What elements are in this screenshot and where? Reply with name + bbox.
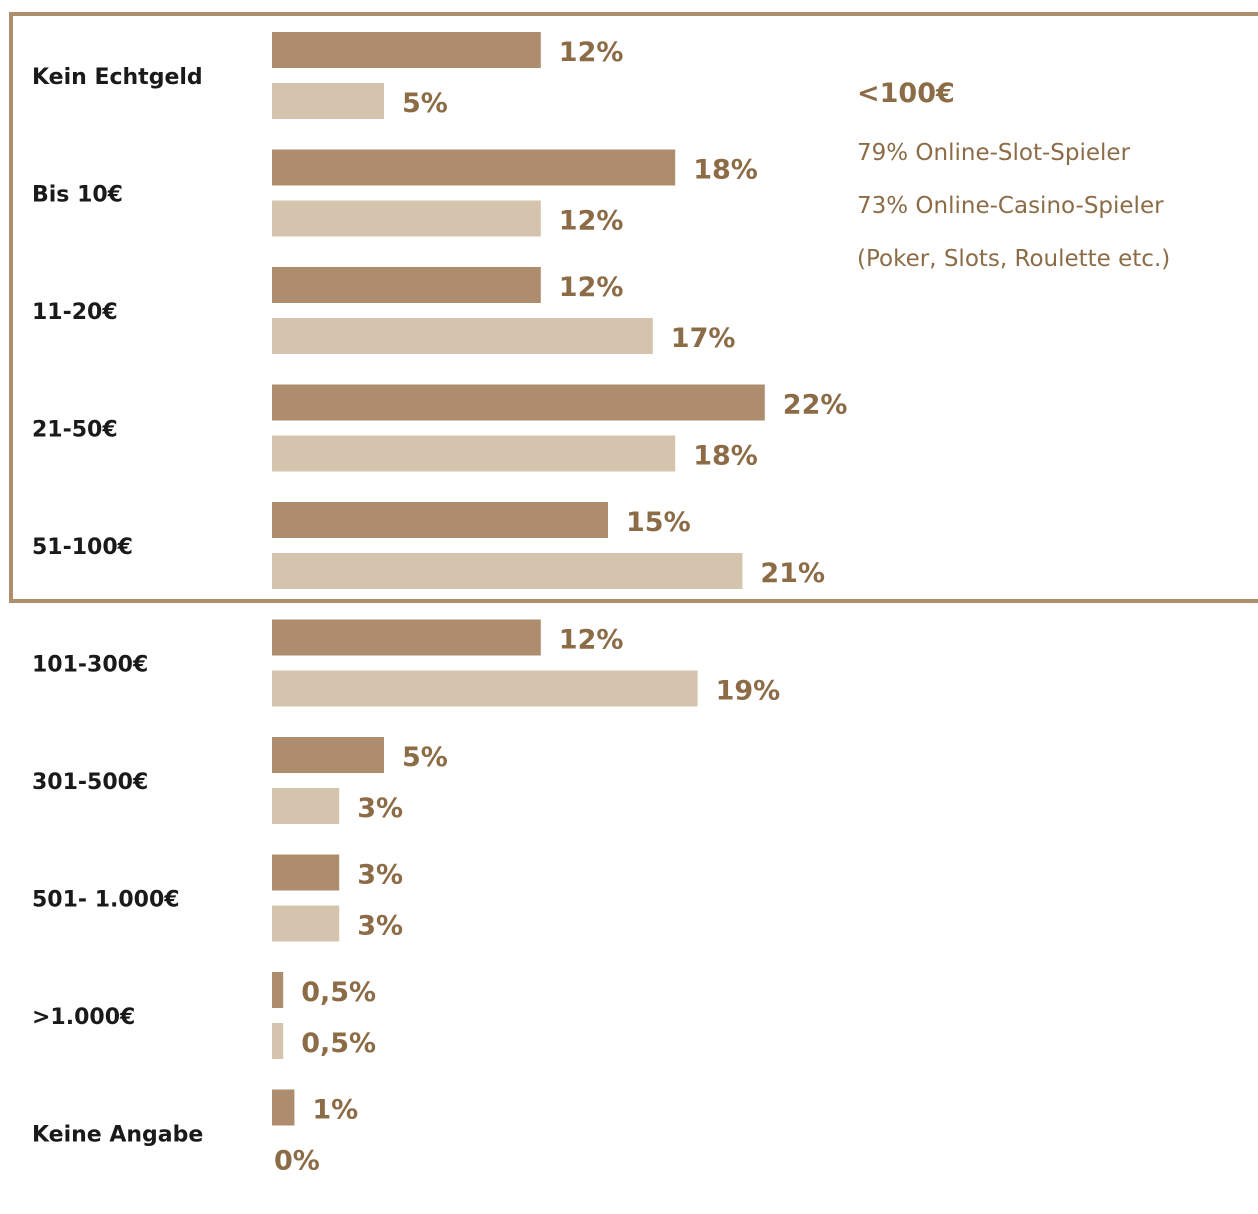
bar-series-2 bbox=[272, 435, 676, 472]
value-label: 5% bbox=[402, 742, 448, 773]
value-label: 18% bbox=[693, 155, 758, 186]
value-label: 22% bbox=[783, 390, 848, 421]
bar-series-1 bbox=[272, 619, 541, 656]
value-label: 15% bbox=[626, 507, 691, 538]
value-label: 12% bbox=[559, 272, 624, 303]
annotation-title: <100€ bbox=[857, 78, 955, 109]
category-label: Keine Angabe bbox=[32, 1123, 203, 1148]
bar-series-2 bbox=[272, 788, 340, 824]
category-label: 21-50€ bbox=[32, 418, 118, 443]
value-label: 0% bbox=[274, 1146, 320, 1177]
annotation: <100€ 79% Online-Slot-Spieler 73% Online… bbox=[857, 78, 1252, 286]
bar-series-1 bbox=[272, 972, 284, 1008]
annotation-line-games: (Poker, Slots, Roulette etc.) bbox=[857, 246, 1171, 272]
bar-series-1 bbox=[272, 737, 384, 773]
bar-series-1 bbox=[272, 854, 340, 891]
bar-series-2 bbox=[272, 200, 541, 237]
value-label: 3% bbox=[357, 911, 403, 942]
category-label: 301-500€ bbox=[32, 770, 148, 795]
category-label: >1.000€ bbox=[32, 1005, 135, 1030]
value-label: 19% bbox=[716, 676, 781, 707]
value-label: 12% bbox=[559, 206, 624, 237]
bar-series-2 bbox=[272, 1023, 284, 1059]
bar-series-2 bbox=[272, 905, 340, 942]
value-label: 18% bbox=[693, 441, 758, 472]
category-label: 101-300€ bbox=[32, 653, 148, 678]
annotation-line-casino: 73% Online-Casino-Spieler bbox=[857, 193, 1164, 219]
category-label: 501- 1.000€ bbox=[32, 888, 180, 913]
value-label: 12% bbox=[559, 625, 624, 656]
value-label: 1% bbox=[312, 1095, 358, 1126]
bar-series-1 bbox=[272, 1089, 295, 1126]
category-label: Kein Echtgeld bbox=[32, 65, 203, 90]
bar-series-2 bbox=[272, 318, 653, 354]
bar-series-1 bbox=[272, 502, 608, 538]
bar-series-2 bbox=[272, 553, 743, 589]
bar-series-1 bbox=[272, 149, 676, 186]
bar-series-1 bbox=[272, 384, 765, 421]
bar-series-2 bbox=[272, 83, 384, 119]
value-label: 0,5% bbox=[301, 977, 376, 1008]
value-label: 12% bbox=[559, 37, 624, 68]
value-label: 5% bbox=[402, 88, 448, 119]
category-label: 11-20€ bbox=[32, 300, 118, 325]
value-label: 21% bbox=[760, 558, 825, 589]
annotation-line-slot: 79% Online-Slot-Spieler bbox=[857, 140, 1131, 166]
value-label: 3% bbox=[357, 793, 403, 824]
value-label: 3% bbox=[357, 860, 403, 891]
bar-series-1 bbox=[272, 32, 541, 68]
bar-series-2 bbox=[272, 670, 698, 707]
category-label: Bis 10€ bbox=[32, 183, 123, 208]
bar-series-1 bbox=[272, 267, 541, 303]
value-label: 17% bbox=[671, 323, 736, 354]
value-label: 0,5% bbox=[301, 1028, 376, 1059]
category-label: 51-100€ bbox=[32, 535, 133, 560]
highlight-box bbox=[9, 12, 1258, 603]
